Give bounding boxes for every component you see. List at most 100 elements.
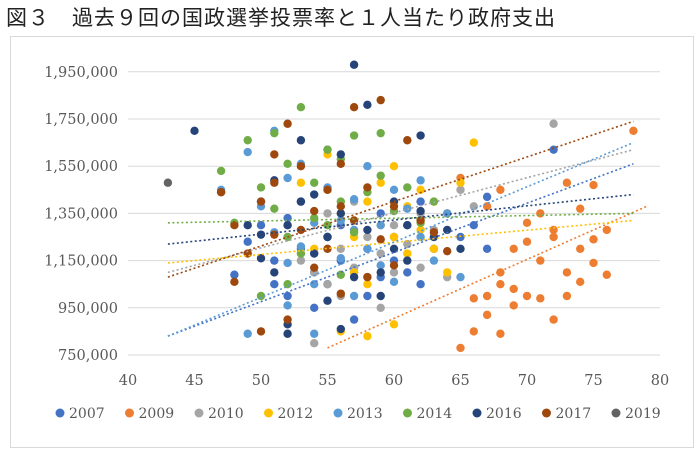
data-point-2014 bbox=[216, 166, 226, 176]
y-axis-ticks: 750,000 950,000 1,150,000 1,350,000 1,550,00… bbox=[44, 65, 118, 364]
legend-label-2007: 2007 bbox=[69, 406, 105, 422]
data-point-2016 bbox=[256, 230, 266, 239]
data-point-2010 bbox=[389, 221, 399, 230]
data-point-2016 bbox=[363, 100, 372, 110]
data-point-2009 bbox=[509, 301, 518, 310]
data-point-2014 bbox=[323, 145, 332, 154]
data-point-2009 bbox=[482, 310, 492, 320]
data-point-2012 bbox=[363, 197, 372, 206]
data-point-2010 bbox=[323, 280, 332, 289]
x-tick-label: 70 bbox=[518, 373, 536, 389]
data-point-2013 bbox=[416, 232, 425, 242]
data-point-2016 bbox=[283, 221, 292, 230]
data-point-2009 bbox=[456, 343, 465, 353]
data-point-2016 bbox=[310, 190, 319, 199]
data-point-2009 bbox=[549, 315, 558, 324]
legend-label-2014: 2014 bbox=[417, 406, 453, 422]
data-point-2009 bbox=[496, 280, 505, 289]
data-point-2013 bbox=[363, 162, 372, 171]
data-point-2009 bbox=[562, 178, 572, 187]
y-tick-label: 750,000 bbox=[58, 348, 118, 364]
data-point-2012 bbox=[363, 331, 372, 341]
data-point-2009 bbox=[509, 284, 518, 294]
data-point-2012 bbox=[389, 320, 399, 329]
data-point-2009 bbox=[496, 329, 505, 338]
data-point-2009 bbox=[536, 256, 545, 265]
data-point-2009 bbox=[522, 218, 532, 228]
data-point-2016 bbox=[296, 136, 306, 145]
data-point-2017 bbox=[256, 327, 266, 336]
data-point-2009 bbox=[589, 180, 598, 190]
chart-title: 図３ 過去９回の国政選挙投票率と１人当たり政府支出 bbox=[6, 6, 556, 30]
data-point-2014 bbox=[310, 178, 319, 187]
data-point-2014 bbox=[256, 291, 266, 301]
data-point-2016 bbox=[336, 150, 345, 159]
data-point-2014 bbox=[243, 136, 252, 145]
legend-label-2012: 2012 bbox=[278, 406, 314, 422]
data-point-2017 bbox=[376, 95, 385, 105]
data-point-2007 bbox=[482, 192, 492, 202]
x-tick-label: 75 bbox=[584, 373, 602, 389]
data-point-2013 bbox=[349, 291, 359, 301]
data-point-2009 bbox=[576, 204, 585, 213]
data-point-2016 bbox=[349, 272, 359, 282]
data-point-2010 bbox=[389, 268, 399, 277]
data-point-2007 bbox=[256, 221, 266, 230]
data-point-2010 bbox=[296, 256, 306, 265]
data-point-2009 bbox=[509, 244, 518, 253]
legend-label-2009: 2009 bbox=[139, 406, 175, 422]
data-point-2013 bbox=[363, 244, 372, 253]
legend-marker-2007 bbox=[55, 408, 65, 418]
data-point-2017 bbox=[389, 202, 399, 211]
data-point-2014 bbox=[336, 270, 345, 279]
data-point-2017 bbox=[349, 103, 359, 112]
trendline-2016 bbox=[167, 193, 634, 245]
data-point-2014 bbox=[270, 204, 279, 213]
data-point-2017 bbox=[323, 185, 332, 194]
data-point-2009 bbox=[576, 244, 585, 253]
data-point-2013 bbox=[443, 209, 452, 218]
data-point-2012 bbox=[416, 185, 425, 194]
x-tick-label: 40 bbox=[119, 373, 137, 389]
data-point-2007 bbox=[403, 268, 412, 277]
chart-frame bbox=[10, 36, 694, 448]
x-axis-ticks: 40 45 50 55 60 65 70 75 80 bbox=[119, 373, 669, 389]
data-point-2013 bbox=[416, 176, 425, 185]
data-point-2014 bbox=[270, 128, 279, 138]
data-point-2010 bbox=[376, 303, 385, 312]
data-point-2012 bbox=[469, 138, 478, 147]
x-tick-label: 80 bbox=[651, 373, 669, 389]
trendline-2013 bbox=[167, 141, 634, 337]
data-point-2012 bbox=[429, 244, 439, 253]
data-point-2013 bbox=[296, 242, 306, 251]
trendline-2010 bbox=[167, 148, 634, 274]
data-point-2012 bbox=[376, 178, 385, 187]
data-point-2014 bbox=[283, 159, 292, 169]
data-point-2007 bbox=[416, 197, 425, 206]
data-point-2019 bbox=[163, 178, 173, 187]
data-point-2012 bbox=[296, 178, 306, 187]
data-point-2014 bbox=[256, 183, 266, 192]
data-point-2016 bbox=[270, 268, 279, 277]
y-tick-label: 1,350,000 bbox=[44, 206, 118, 222]
data-point-2009 bbox=[469, 294, 478, 303]
data-point-2012 bbox=[389, 232, 399, 242]
data-point-2009 bbox=[496, 185, 505, 194]
data-point-2009 bbox=[536, 209, 545, 218]
data-point-2010 bbox=[456, 185, 465, 194]
trendline-2007 bbox=[167, 163, 634, 337]
data-point-2013 bbox=[376, 221, 385, 230]
data-point-2009 bbox=[602, 270, 611, 279]
y-tick-label: 1,150,000 bbox=[44, 254, 118, 270]
data-point-2017 bbox=[336, 202, 345, 211]
data-point-2016 bbox=[323, 232, 332, 242]
data-point-2016 bbox=[376, 291, 385, 301]
data-point-2017 bbox=[363, 183, 372, 192]
data-point-2014 bbox=[403, 183, 412, 192]
legend-label-2017: 2017 bbox=[556, 406, 592, 422]
data-point-2017 bbox=[389, 261, 399, 270]
data-point-2013 bbox=[283, 301, 292, 310]
data-point-2007 bbox=[243, 237, 252, 246]
data-point-2017 bbox=[336, 159, 345, 169]
data-point-2009 bbox=[522, 237, 532, 246]
